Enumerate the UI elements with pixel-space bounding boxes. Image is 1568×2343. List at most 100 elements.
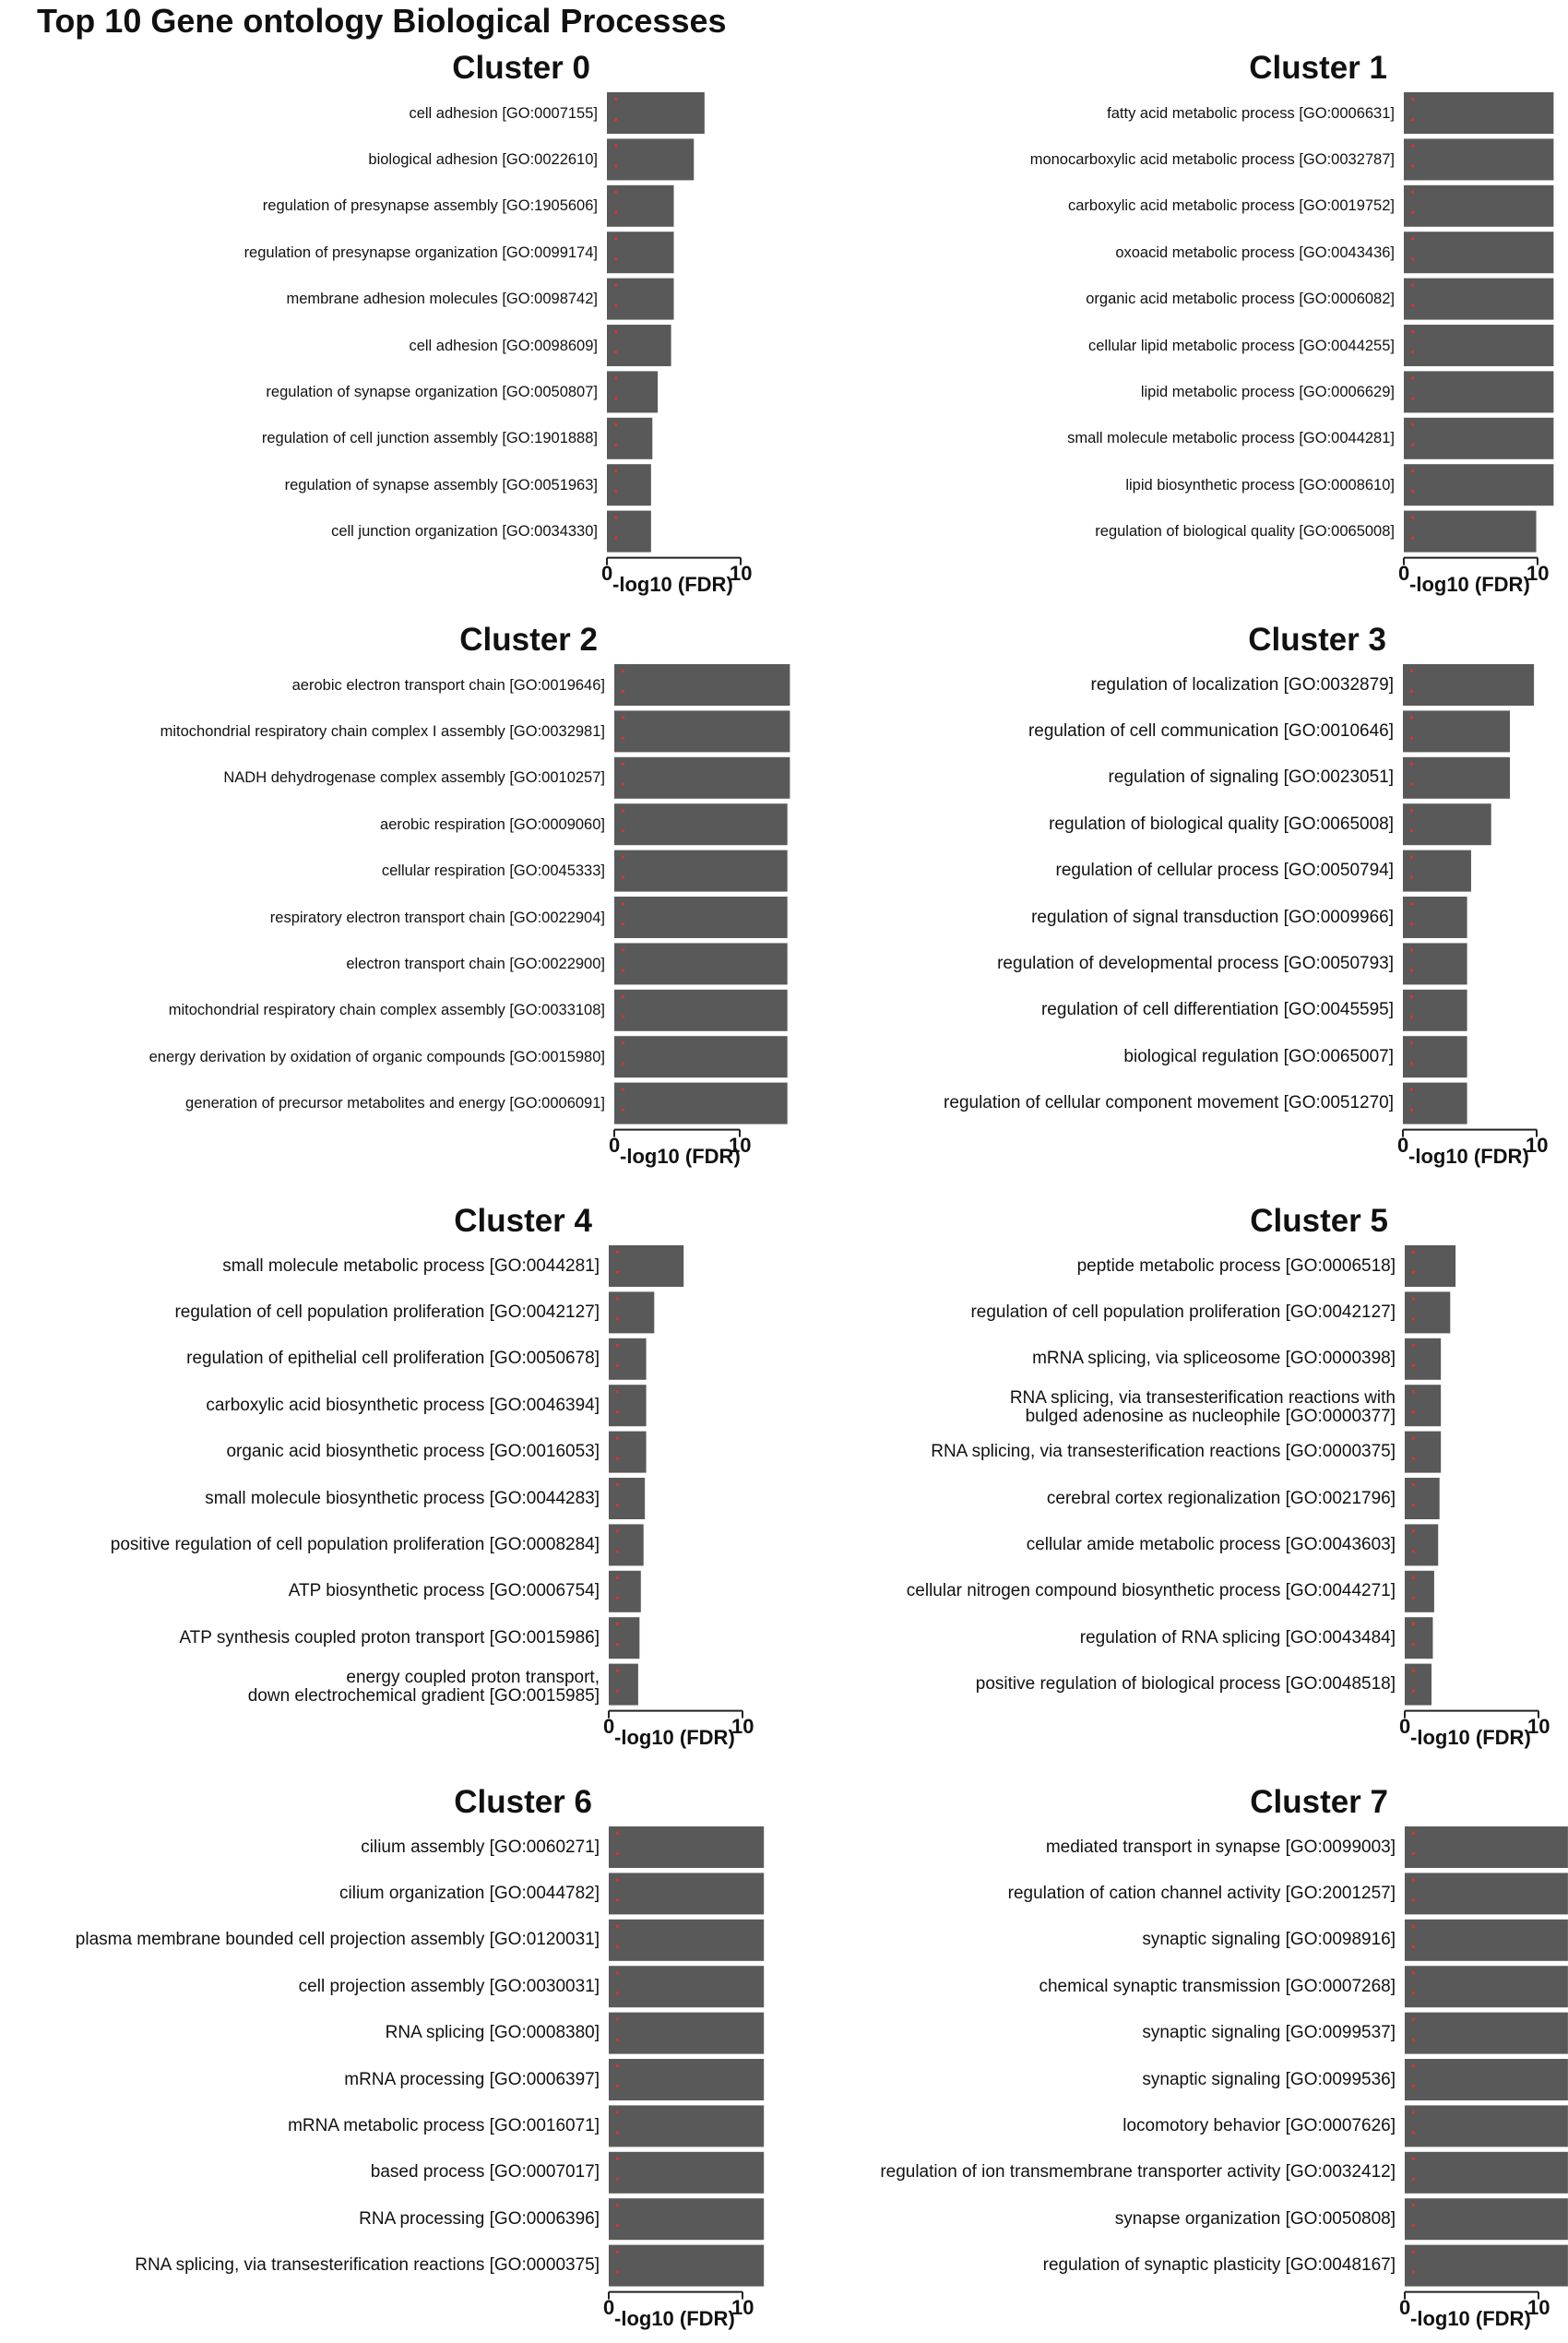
category-label: membrane adhesion molecules [GO:0098742] — [286, 291, 598, 308]
bar — [1405, 1431, 1442, 1473]
significance-marker — [622, 902, 624, 905]
bar — [1404, 138, 1554, 181]
significance-marker — [1412, 1689, 1415, 1693]
significance-marker — [1410, 829, 1413, 833]
bar — [1405, 1291, 1451, 1334]
significance-marker — [1412, 2017, 1415, 2021]
significance-marker — [616, 1852, 619, 1855]
significance-marker — [616, 1992, 619, 1995]
x-axis-label: -log10 (FDR) — [1408, 1144, 1529, 1168]
significance-marker — [616, 1529, 619, 1533]
category-label: mitochondrial respiratory chain complex … — [160, 722, 605, 740]
x-tick-label: 0 — [1397, 1133, 1409, 1157]
significance-marker — [1411, 98, 1414, 101]
bar — [614, 897, 788, 938]
bar — [1404, 92, 1554, 134]
significance-marker — [616, 1550, 619, 1553]
category-label: energy derivation by oxidation of organi… — [148, 1048, 605, 1065]
bar — [1403, 1036, 1467, 1078]
bar-chart-svg — [1403, 92, 1554, 565]
bar — [1403, 943, 1467, 985]
bar — [1403, 756, 1510, 799]
bar — [1405, 1385, 1442, 1427]
significance-marker — [622, 855, 624, 859]
category-label: RNA splicing, via transesterification re… — [931, 1442, 1396, 1462]
x-axis-label: -log10 (FDR) — [612, 572, 733, 596]
significance-marker — [1411, 237, 1414, 241]
bar — [1403, 803, 1491, 846]
significance-marker — [1410, 1015, 1413, 1018]
significance-marker — [1412, 1483, 1415, 1486]
significance-marker — [616, 2177, 619, 2181]
significance-marker — [1411, 422, 1414, 426]
bar — [609, 1385, 647, 1427]
significance-marker — [614, 283, 617, 287]
x-tick-label: 10 — [1526, 561, 1550, 585]
category-label: mitochondrial respiratory chain complex … — [168, 1002, 605, 1019]
bar — [1403, 850, 1471, 892]
significance-marker — [616, 1924, 619, 1928]
significance-marker — [1410, 902, 1413, 905]
category-label: small molecule metabolic process [GO:004… — [222, 1255, 600, 1276]
bar — [609, 1245, 684, 1287]
category-label: organic acid metabolic process [GO:00060… — [1086, 291, 1395, 308]
bar — [609, 1338, 647, 1380]
category-label: regulation of synapse organization [GO:0… — [266, 383, 598, 400]
significance-marker — [616, 1251, 619, 1254]
significance-marker — [1411, 164, 1414, 168]
bar — [1405, 1919, 1568, 1961]
category-label: electron transport chain [GO:0022900] — [346, 955, 605, 972]
bar — [609, 2059, 765, 2100]
bar — [609, 2198, 765, 2241]
significance-marker — [616, 1457, 619, 1460]
bar — [607, 184, 674, 227]
bar — [609, 1291, 655, 1334]
category-label: regulation of cellular process [GO:00507… — [1055, 861, 1395, 881]
significance-marker — [1412, 2177, 1415, 2181]
significance-marker — [1412, 2270, 1415, 2274]
significance-marker — [1411, 118, 1414, 121]
significance-marker — [616, 1623, 619, 1626]
significance-marker — [1412, 1390, 1415, 1394]
x-tick-label: 0 — [603, 1714, 615, 1738]
bar — [609, 1478, 646, 1519]
category-label: regulation of developmental process [GO:… — [997, 953, 1394, 973]
category-label: synaptic signaling [GO:0098916] — [1142, 1930, 1396, 1950]
significance-marker — [1411, 443, 1414, 446]
chart-title: Cluster 7 — [1250, 1784, 1388, 1820]
bar — [1405, 1617, 1433, 1659]
bar — [607, 232, 674, 274]
bar — [609, 2151, 765, 2194]
chart-title: Cluster 3 — [1248, 622, 1386, 658]
significance-marker — [616, 1576, 619, 1579]
significance-marker — [616, 2064, 619, 2067]
significance-marker — [614, 257, 617, 261]
category-label: monocarboxylic acid metabolic process [G… — [1029, 150, 1395, 168]
x-tick-label: 0 — [1398, 561, 1410, 585]
significance-marker — [1410, 994, 1413, 998]
significance-marker — [1410, 855, 1413, 859]
category-label: aerobic respiration [GO:0009060] — [380, 815, 605, 833]
significance-marker — [1412, 1550, 1415, 1553]
chart-title: Cluster 4 — [454, 1203, 592, 1239]
significance-marker — [622, 829, 624, 833]
significance-marker — [1412, 1924, 1415, 1928]
category-label: plasma membrane bounded cell projection … — [75, 1930, 600, 1950]
category-label: oxoacid metabolic process [GO:0043436] — [1115, 244, 1395, 261]
significance-marker — [616, 2250, 619, 2254]
category-label: mRNA splicing, via spliceosome [GO:00003… — [1032, 1349, 1396, 1369]
chart-panel-cluster-1: Cluster 1 fatty acid metabolic process [G… — [784, 37, 1568, 609]
bar — [1404, 184, 1554, 227]
significance-marker — [616, 1669, 619, 1672]
significance-marker — [1412, 1457, 1415, 1460]
bar — [1403, 1082, 1467, 1124]
bar — [614, 943, 788, 985]
chart-panel-cluster-0: Cluster 0 cell adhesion [GO:0007155] biolo… — [0, 37, 784, 609]
category-label: respiratory electron transport chain [GO… — [269, 909, 605, 926]
bar — [1404, 325, 1554, 366]
significance-marker — [1410, 1088, 1413, 1091]
significance-marker — [1412, 1596, 1415, 1600]
bar — [614, 710, 790, 753]
significance-marker — [616, 1878, 619, 1882]
significance-marker — [616, 2270, 619, 2274]
